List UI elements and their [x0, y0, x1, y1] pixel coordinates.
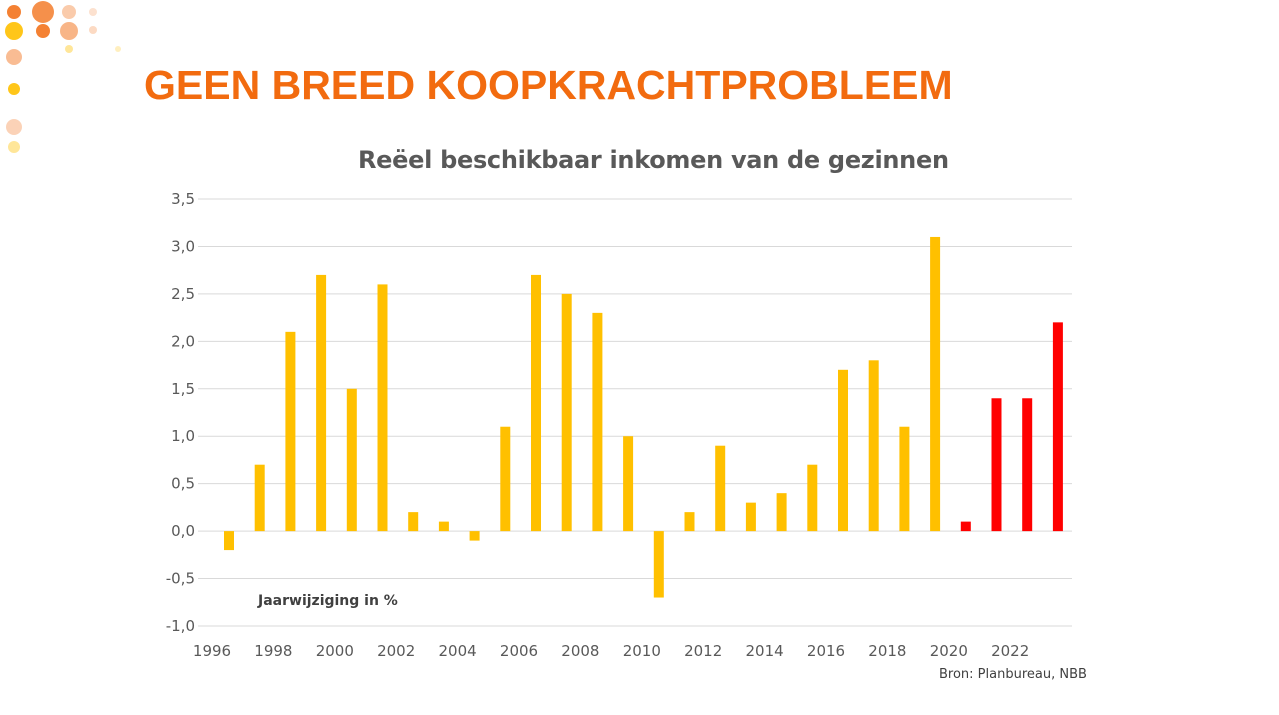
bar-2011	[684, 512, 695, 532]
bar-2001	[377, 284, 388, 532]
y-tick-label: 3,0	[171, 237, 195, 255]
bar-2007	[561, 293, 572, 532]
x-tick-label: 2010	[623, 642, 661, 660]
bar-2016	[838, 369, 848, 532]
source-note: Bron: Planbureau, NBB	[939, 667, 1087, 682]
bar-1998	[285, 331, 296, 532]
bar-2002	[408, 512, 419, 532]
y-tick-label: 0,5	[171, 475, 195, 493]
bar-2013	[745, 502, 756, 532]
x-tick-label: 2014	[746, 642, 784, 660]
bar-2018	[899, 426, 910, 532]
y-tick-label: 2,0	[171, 332, 195, 350]
y-tick-label: -0,5	[166, 570, 195, 588]
gridlines	[198, 198, 1072, 627]
bar-2005	[500, 426, 511, 532]
bar-2006	[531, 274, 541, 532]
bar-2000	[346, 388, 357, 532]
x-tick-label: 2004	[439, 642, 477, 660]
bar-2008	[592, 312, 603, 532]
bar-2017	[868, 360, 879, 532]
y-tick-label: 1,0	[171, 427, 195, 445]
bar-2010	[653, 531, 664, 598]
x-tick-label: 2000	[316, 642, 354, 660]
bar-1999	[316, 274, 327, 532]
x-tick-label: 1998	[254, 642, 292, 660]
x-tick-label: 2012	[684, 642, 722, 660]
bar-1997	[254, 464, 265, 532]
y-tick-label: -1,0	[166, 617, 195, 635]
slide-title: GEEN BREED KOOPKRACHTPROBLEEM	[144, 62, 953, 108]
x-tick-label: 2008	[561, 642, 599, 660]
x-tick-label: 2020	[930, 642, 968, 660]
x-tick-label: 2022	[991, 642, 1029, 660]
axis-unit-annotation: Jaarwijziging in %	[258, 593, 398, 609]
y-tick-label: 2,5	[171, 285, 195, 303]
y-tick-label: 0,0	[171, 522, 195, 540]
x-tick-label: 1996	[193, 642, 231, 660]
bar-2009	[623, 436, 634, 532]
decorative-dots-logo	[5, 1, 121, 153]
chart-title: Reëel beschikbaar inkomen van de gezinne…	[358, 146, 949, 174]
bar-2003	[438, 521, 449, 532]
bar-2012	[715, 445, 726, 532]
bar-2019	[930, 236, 941, 532]
bar-2015	[807, 464, 818, 532]
y-tick-label: 3,5	[171, 190, 195, 208]
y-axis-labels: -1,0 -0,5 0,0 0,5 1,0 1,5 2,0 2,5 3,0 3,5	[166, 190, 195, 635]
bar-2014	[776, 493, 787, 532]
x-axis-labels: 1996 1998 2000 2002 2004 2006 2008 2010 2012 2014…	[193, 642, 1029, 660]
x-tick-label: 2018	[868, 642, 906, 660]
bar-2023	[1052, 322, 1063, 532]
bars	[224, 236, 1063, 598]
bar-2022	[1022, 398, 1033, 532]
bar-2020	[960, 521, 971, 532]
bar-2021	[991, 398, 1002, 532]
bar-2004	[469, 531, 480, 541]
x-tick-label: 2016	[807, 642, 845, 660]
x-tick-label: 2006	[500, 642, 538, 660]
x-tick-label: 2002	[377, 642, 415, 660]
bar-1996	[224, 531, 234, 551]
y-tick-label: 1,5	[171, 380, 195, 398]
